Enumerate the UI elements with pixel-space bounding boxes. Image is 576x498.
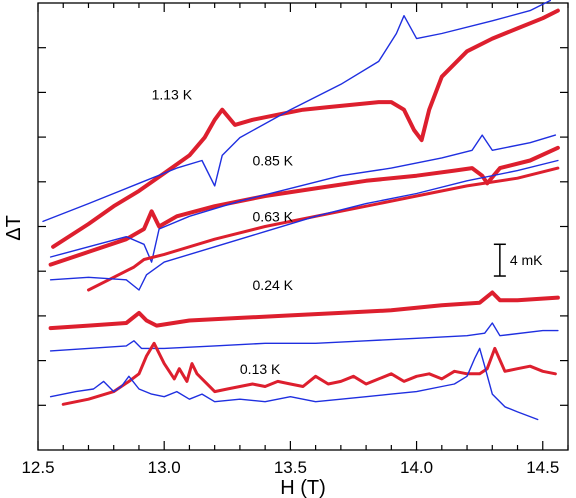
x-tick-label: 13.0 (148, 458, 181, 477)
temperature-label: 0.63 K (253, 208, 294, 224)
scale-bar-label: 4 mK (510, 252, 543, 268)
series-line-blue-7 (49, 322, 559, 352)
series-line-blue-1 (42, 0, 551, 223)
series-line-blue-9 (49, 347, 539, 421)
x-axis-title: H (T) (280, 477, 326, 498)
series-line-red-0 (51, 8, 560, 249)
x-tick-labels: 12.5 13.0 13.5 14.0 14.5 (21, 458, 559, 477)
series-line-red-8 (61, 341, 557, 406)
scale-bar: 4 mK (493, 243, 543, 277)
series-line-blue-5 (49, 159, 559, 291)
x-tick-label: 14.5 (526, 458, 559, 477)
tick-marks (37, 3, 569, 450)
x-tick-label: 12.5 (21, 458, 54, 477)
series-line-blue-3 (49, 134, 557, 263)
temperature-label: 0.85 K (253, 153, 294, 169)
x-tick-label: 13.5 (274, 458, 307, 477)
series-line-red-2 (48, 145, 560, 267)
x-tick-label: 14.0 (400, 458, 433, 477)
series-line-red-6 (48, 290, 560, 331)
annotations-group: 1.13 K 0.85 K 0.63 K 0.24 K 0.13 K (152, 87, 294, 377)
temperature-label: 1.13 K (152, 87, 193, 103)
temperature-label: 0.13 K (240, 361, 281, 377)
temperature-label: 0.24 K (253, 277, 294, 293)
series-line-red-4 (87, 166, 560, 292)
series-group (42, 0, 560, 421)
plot-frame (37, 2, 569, 451)
y-axis-title: ΔT (3, 215, 25, 241)
